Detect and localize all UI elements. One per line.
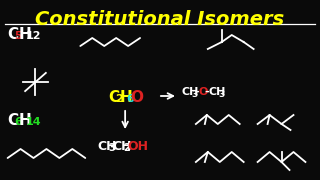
Text: 6: 6: [126, 94, 134, 104]
Text: H: H: [19, 113, 31, 128]
Text: CH: CH: [182, 87, 199, 97]
Text: -: -: [195, 87, 199, 97]
Text: 3: 3: [219, 90, 225, 99]
Text: 6: 6: [15, 117, 22, 127]
Text: CH: CH: [112, 140, 132, 153]
Text: -: -: [205, 87, 210, 97]
Text: O: O: [130, 90, 143, 105]
Text: 3: 3: [108, 143, 115, 153]
Text: 2: 2: [123, 143, 130, 153]
Text: 14: 14: [26, 117, 41, 127]
Text: 12: 12: [26, 31, 41, 41]
Text: CH: CH: [97, 140, 117, 153]
Text: Constitutional Isomers: Constitutional Isomers: [36, 10, 284, 29]
Text: OH: OH: [127, 140, 148, 153]
Text: 3: 3: [192, 90, 198, 99]
Text: CH: CH: [209, 87, 226, 97]
Text: 5: 5: [15, 31, 22, 41]
Text: C: C: [108, 90, 119, 105]
Text: O: O: [199, 87, 208, 97]
Text: H: H: [119, 90, 132, 105]
Text: 2: 2: [115, 94, 123, 104]
Text: H: H: [19, 27, 31, 42]
Text: C: C: [8, 27, 19, 42]
Text: C: C: [8, 113, 19, 128]
